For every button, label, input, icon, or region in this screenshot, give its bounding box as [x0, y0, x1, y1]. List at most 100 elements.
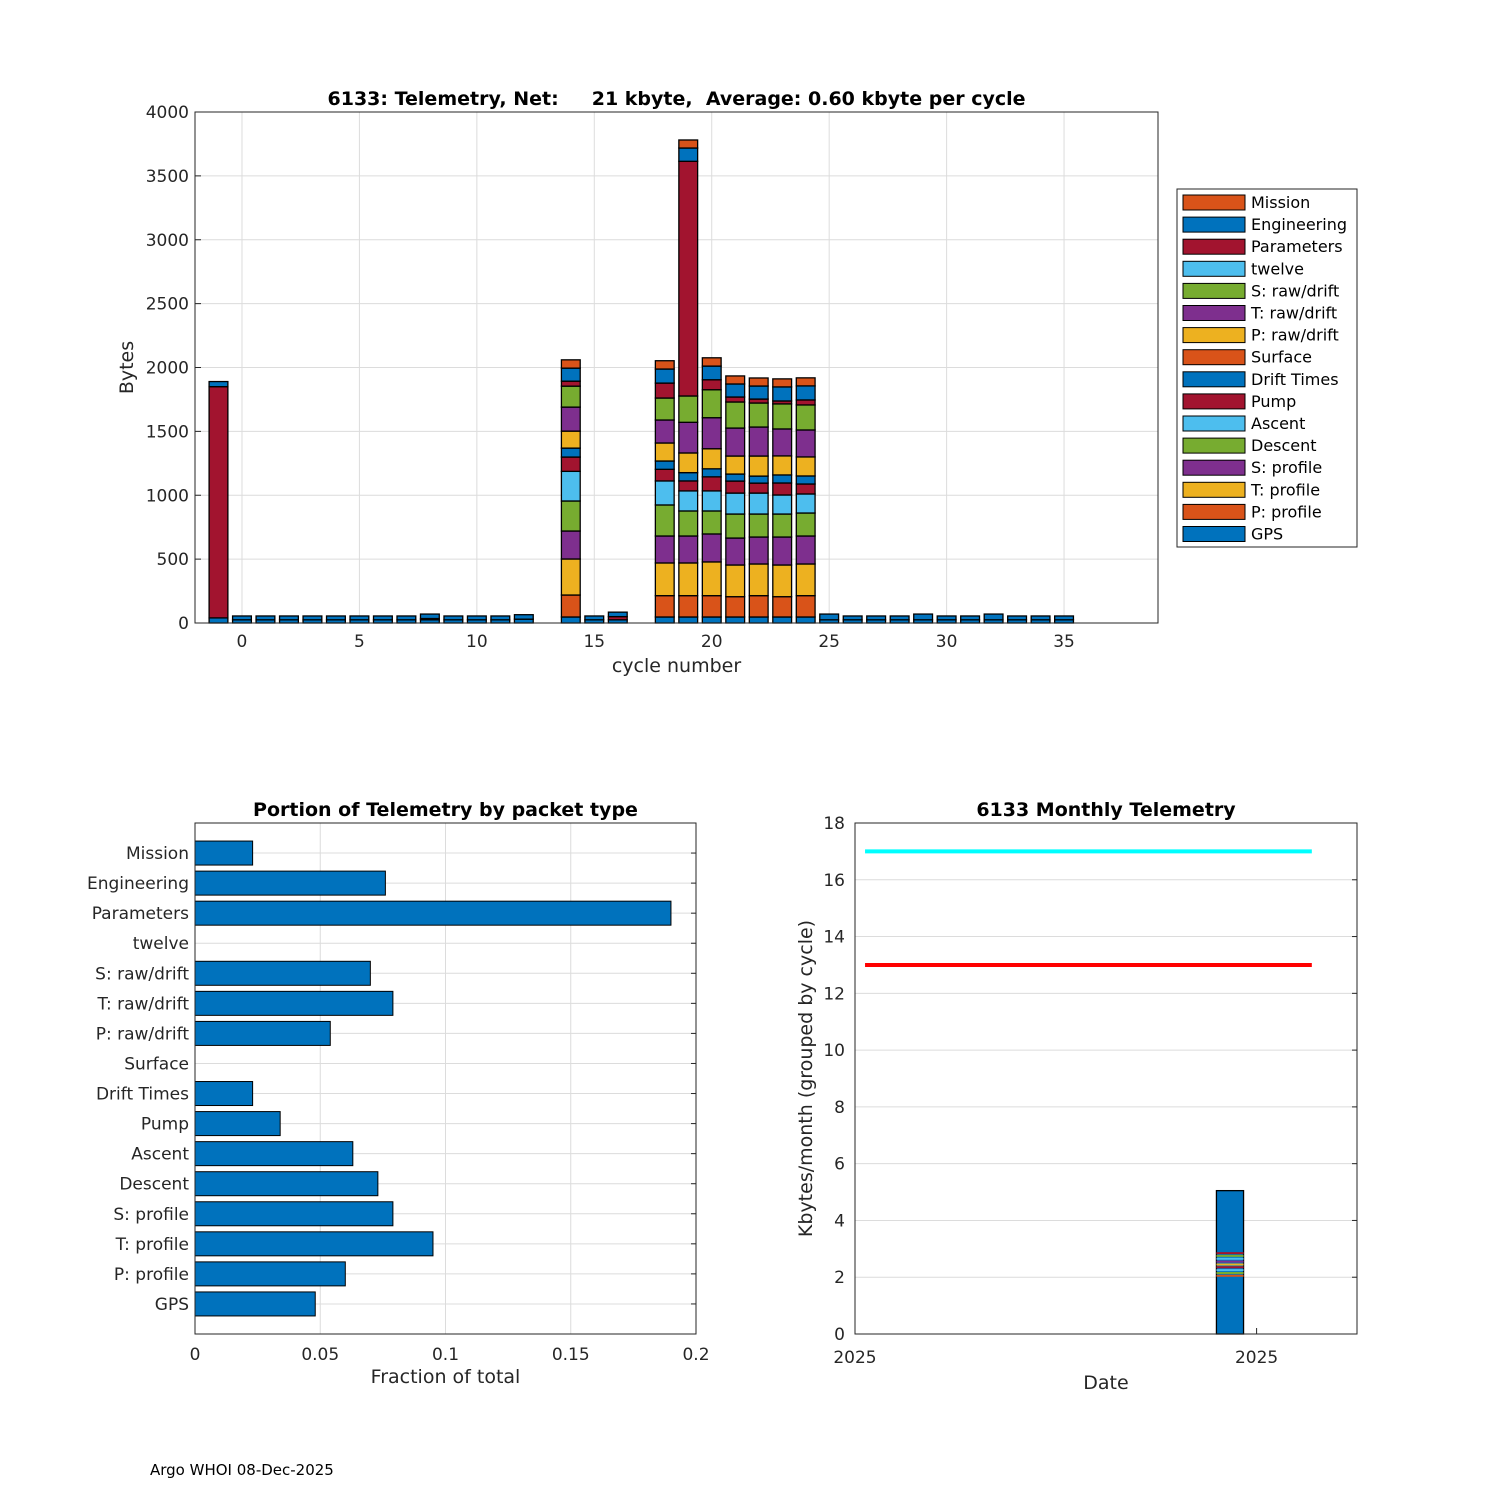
monthly-axes-frame — [854, 822, 1358, 1335]
bar-p-profile — [194, 1261, 346, 1287]
chart-title: 6133: Telemetry, Net: 21 kbyte, Average:… — [328, 88, 1026, 110]
y-tick-label: 10 — [823, 1041, 845, 1061]
bar-segment-cycle23-descent — [772, 513, 793, 538]
legend-swatch — [1182, 216, 1246, 233]
y-tick-label: 500 — [157, 550, 189, 570]
x-axis-label: cycle number — [612, 655, 741, 677]
bar-segment-cycle20-drift-times — [701, 468, 722, 478]
bar-segment-cycle18-drift-times — [654, 460, 675, 470]
bar-segment-cycle21-ascent — [725, 492, 746, 515]
telemetry-axes-frame — [194, 111, 1159, 624]
x-tick-label: 0.15 — [552, 1345, 590, 1365]
bar-s-raw-drift — [194, 960, 371, 986]
bar-segment-cycle19-descent — [678, 510, 699, 537]
x-tick-label: 25 — [818, 632, 840, 652]
bar-segment-cycle18-pump — [654, 468, 675, 482]
bar-segment-cycle14-p-profile — [560, 594, 581, 618]
legend-swatch — [1182, 327, 1246, 344]
bar-segment-cycle14-pump — [560, 456, 581, 473]
bar-segment-cycle23-t-raw-drift — [772, 428, 793, 457]
bar-segment-cycle24-p-profile — [795, 595, 816, 618]
y-tick-label: 8 — [834, 1098, 845, 1118]
bar-segment-cycle21-s-profile — [725, 537, 746, 566]
legend-swatch — [1182, 526, 1246, 542]
bar-segment-cycle14-engineering — [560, 367, 581, 382]
bar-segment-cycle18-s-raw-drift — [654, 397, 675, 421]
bar-segment-cycle22-pump — [748, 482, 769, 494]
y-tick-label: 4000 — [146, 103, 189, 123]
bar-segment-cycle22-engineering — [748, 385, 769, 400]
bar-segment-cycle21-t-raw-drift — [725, 427, 746, 457]
bar-segment-cycle23-pump — [772, 482, 793, 496]
bar-segment-cycle6-engineering — [372, 615, 393, 621]
bar-segment-cycle18-p-raw-drift — [654, 442, 675, 462]
bar-s-profile — [194, 1201, 394, 1227]
bar-segment-cycle19-t-profile — [678, 562, 699, 597]
legend-entry: T: raw/drift — [1250, 304, 1337, 323]
legend-swatch — [1182, 194, 1246, 211]
bar-segment-cycle21-descent — [725, 513, 746, 539]
monthly-axes-background — [855, 823, 1357, 1334]
bar-segment-cycle18-gps — [654, 616, 675, 624]
bar-segment-cycle-1-parameters — [208, 386, 229, 619]
bar-segment-cycle22-t-profile — [748, 563, 769, 597]
bar-segment-cycle30-engineering — [936, 615, 957, 621]
bar-segment-cycle34-engineering — [1030, 615, 1051, 621]
bar-segment-cycle20-mission — [701, 357, 722, 367]
legend-entry: Ascent — [1251, 414, 1305, 433]
y-tick-label: 2 — [834, 1268, 845, 1288]
bar-t-raw-drift — [194, 990, 394, 1016]
bar-segment-cycle24-drift-times — [795, 475, 816, 485]
bar-segment-cycle0-engineering — [231, 615, 253, 621]
x-tick-label: 0.1 — [432, 1345, 459, 1365]
bar-segment-cycle24-s-raw-drift — [795, 404, 816, 431]
bar-segment-cycle21-gps — [725, 616, 746, 624]
bar-segment-cycle20-parameters — [701, 379, 722, 391]
legend-entry: Parameters — [1251, 237, 1343, 256]
bar-segment-cycle20-pump — [701, 476, 722, 492]
bar-segment-cycle19-t-raw-drift — [678, 421, 699, 454]
bar-segment-cycle14-s-raw-drift — [560, 385, 581, 408]
bar-segment-cycle20-engineering — [701, 365, 722, 381]
category-label: P: raw/drift — [96, 1024, 190, 1044]
bar-segment-cycle31-engineering — [960, 615, 981, 621]
bar-segment-cycle22-gps — [748, 616, 769, 624]
legend-entry: Drift Times — [1251, 370, 1339, 389]
bar-segment-cycle24-t-raw-drift — [795, 429, 816, 458]
bar-segment-cycle21-engineering — [725, 383, 746, 398]
category-label: T: raw/drift — [96, 994, 189, 1014]
bar-segment-cycle4-engineering — [325, 615, 346, 621]
legend-entry: P: profile — [1251, 502, 1322, 521]
bar-segment-cycle2-engineering — [278, 615, 299, 621]
y-tick-label: 3500 — [146, 167, 189, 187]
bar-segment-cycle19-parameters — [678, 160, 699, 397]
bar-segment-cycle25-engineering — [819, 613, 840, 621]
bar-segment-cycle18-engineering — [654, 368, 675, 384]
x-tick-label: 2025 — [1235, 1348, 1278, 1368]
bar-segment-cycle15-engineering — [584, 615, 605, 621]
legend-entry: S: profile — [1251, 458, 1322, 477]
legend-entry: Pump — [1251, 392, 1296, 411]
bar-segment-cycle20-s-profile — [701, 533, 722, 563]
footer-credit: Argo WHOI 08-Dec-2025 — [150, 1461, 334, 1479]
bar-segment-cycle21-p-raw-drift — [725, 455, 746, 475]
bar-segment-cycle14-drift-times — [560, 447, 581, 458]
bar-ascent — [194, 1141, 354, 1167]
bar-segment-cycle32-engineering — [983, 613, 1004, 621]
bar-segment-cycle21-pump — [725, 480, 746, 494]
bar-segment-cycle-1-gps — [208, 617, 229, 624]
legend: Mission Engineering Parameters twelve S: raw… — [1176, 188, 1358, 548]
legend-entry: S: raw/drift — [1251, 281, 1339, 300]
bar-segment-cycle19-ascent — [678, 490, 699, 512]
category-label: P: profile — [114, 1265, 189, 1285]
bar-segment-cycle18-parameters — [654, 382, 675, 399]
bar-segment-cycle23-p-raw-drift — [772, 455, 793, 476]
legend-swatch — [1182, 415, 1246, 432]
bar-segment-cycle23-t-profile — [772, 564, 793, 598]
bar-segment-cycle3-engineering — [302, 615, 323, 621]
legend-swatch — [1182, 305, 1246, 321]
bar-segment-cycle19-s-raw-drift — [678, 395, 699, 423]
x-axis-label: Fraction of total — [371, 1366, 521, 1388]
legend-entry: T: profile — [1250, 480, 1320, 499]
